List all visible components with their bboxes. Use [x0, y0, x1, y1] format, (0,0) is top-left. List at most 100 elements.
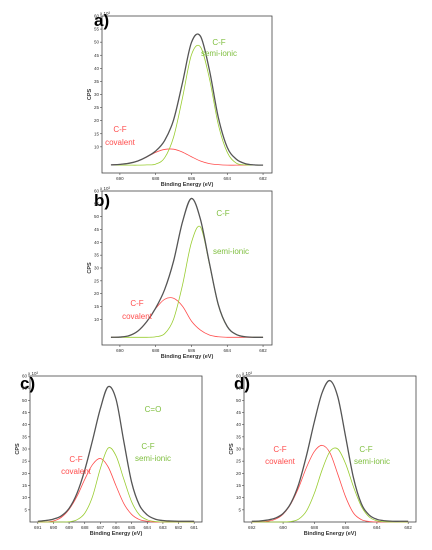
y-tick-label: 50 [22, 398, 28, 403]
x-tick-label: 684 [224, 176, 232, 181]
axis-multiplier: x 10³ [28, 371, 39, 376]
x-tick-label: 686 [112, 525, 120, 530]
y-tick-label: 5 [24, 507, 27, 512]
y-tick-label: 5 [238, 507, 241, 512]
annotation-label: semi-ionic [213, 247, 249, 256]
x-tick-label: 683 [159, 525, 167, 530]
y-tick-label: 25 [236, 459, 242, 464]
x-tick-label: 690 [279, 525, 287, 530]
x-tick-label: 690 [116, 348, 124, 353]
y-tick-label: 40 [22, 422, 28, 427]
y-tick-label: 55 [22, 386, 28, 391]
y-tick-label: 50 [94, 40, 100, 45]
y-tick-label: 45 [94, 53, 100, 58]
x-tick-label: 684 [373, 525, 381, 530]
y-tick-label: 10 [236, 495, 242, 500]
y-tick-label: 60 [94, 14, 100, 19]
x-tick-label: 684 [144, 525, 152, 530]
annotation-label: C-F [359, 445, 372, 454]
semi-ionic-curve [251, 447, 409, 523]
y-tick-label: 60 [22, 374, 28, 379]
x-tick-label: 686 [188, 176, 196, 181]
x-tick-label: 681 [190, 525, 198, 530]
y-tick-label: 30 [22, 447, 28, 452]
y-tick-label: 10 [22, 495, 28, 500]
x-axis-label: Binding Energy (eV) [90, 531, 143, 537]
annotation-label: C-F [212, 38, 225, 47]
x-tick-label: 689 [65, 525, 73, 530]
annotation-label: C-F [216, 209, 229, 218]
y-tick-label: 10 [94, 317, 100, 322]
y-tick-label: 40 [94, 66, 100, 71]
annotation-label: C-F [113, 125, 126, 134]
y-tick-label: 35 [94, 79, 100, 84]
panel-label: a) [94, 11, 109, 30]
y-tick-label: 35 [22, 434, 28, 439]
x-tick-label: 682 [404, 525, 412, 530]
y-tick-label: 30 [94, 266, 100, 271]
axis-multiplier: x 10³ [100, 11, 111, 16]
x-tick-label: 686 [342, 525, 350, 530]
annotation-label: semi-ionic [135, 454, 171, 463]
plot-frame [101, 190, 273, 346]
axis-multiplier: x 10³ [100, 186, 111, 191]
semi-ionic-curve [37, 447, 195, 523]
covalent-curve [251, 444, 409, 523]
y-tick-label: 10 [94, 144, 100, 149]
envelope-curve [37, 385, 195, 522]
x-tick-label: 684 [224, 348, 232, 353]
y-tick-label: 45 [22, 410, 28, 415]
annotation-label: semi-ionic [201, 49, 237, 58]
y-tick-label: 20 [236, 471, 242, 476]
x-tick-label: 682 [259, 348, 267, 353]
plot-frame [101, 15, 273, 174]
x-tick-label: 685 [128, 525, 136, 530]
x-tick-label: 682 [259, 176, 267, 181]
envelope-curve [251, 379, 409, 522]
y-tick-label: 25 [94, 278, 100, 283]
y-tick-label: 40 [236, 422, 242, 427]
y-tick-label: 25 [22, 459, 28, 464]
panel-label: d) [234, 374, 250, 393]
annotation-label: C-F [141, 442, 154, 451]
y-tick-label: 30 [236, 447, 242, 452]
annotation-label: C-F [69, 455, 82, 464]
y-tick-label: 50 [94, 214, 100, 219]
annotation-label: semi-ionic [354, 457, 390, 466]
envelope-curve [110, 197, 264, 338]
y-axis-label: CPS [15, 443, 21, 455]
y-tick-label: 20 [94, 118, 100, 123]
y-tick-label: 50 [236, 398, 242, 403]
x-axis-label: Binding Energy (eV) [161, 354, 214, 360]
y-axis-label: CPS [87, 89, 93, 101]
y-tick-label: 55 [236, 386, 242, 391]
y-tick-label: 15 [94, 131, 100, 136]
annotation-label: covalent [61, 467, 92, 476]
x-tick-label: 690 [116, 176, 124, 181]
y-tick-label: 15 [94, 304, 100, 309]
annotation-label: C=O [145, 405, 162, 414]
y-tick-label: 40 [94, 240, 100, 245]
y-tick-label: 60 [236, 374, 242, 379]
y-tick-label: 35 [94, 253, 100, 258]
x-axis-label: Binding Energy (eV) [161, 182, 214, 188]
y-tick-label: 25 [94, 105, 100, 110]
y-tick-label: 60 [94, 189, 100, 194]
y-tick-label: 35 [236, 434, 242, 439]
panel-label: c) [20, 374, 35, 393]
annotation-label: C-F [130, 299, 143, 308]
x-tick-label: 688 [311, 525, 319, 530]
x-tick-label: 690 [50, 525, 58, 530]
y-axis-label: CPS [87, 262, 93, 274]
x-tick-label: 687 [97, 525, 105, 530]
envelope-curve [110, 33, 264, 166]
x-tick-label: 688 [152, 176, 160, 181]
y-tick-label: 55 [94, 201, 100, 206]
annotation-label: C-F [273, 445, 286, 454]
x-axis-label: Binding Energy (eV) [304, 531, 357, 537]
semi-ionic-curve [110, 44, 264, 166]
x-tick-label: 688 [81, 525, 89, 530]
y-axis-label: CPS [229, 443, 235, 455]
y-tick-label: 20 [94, 291, 100, 296]
